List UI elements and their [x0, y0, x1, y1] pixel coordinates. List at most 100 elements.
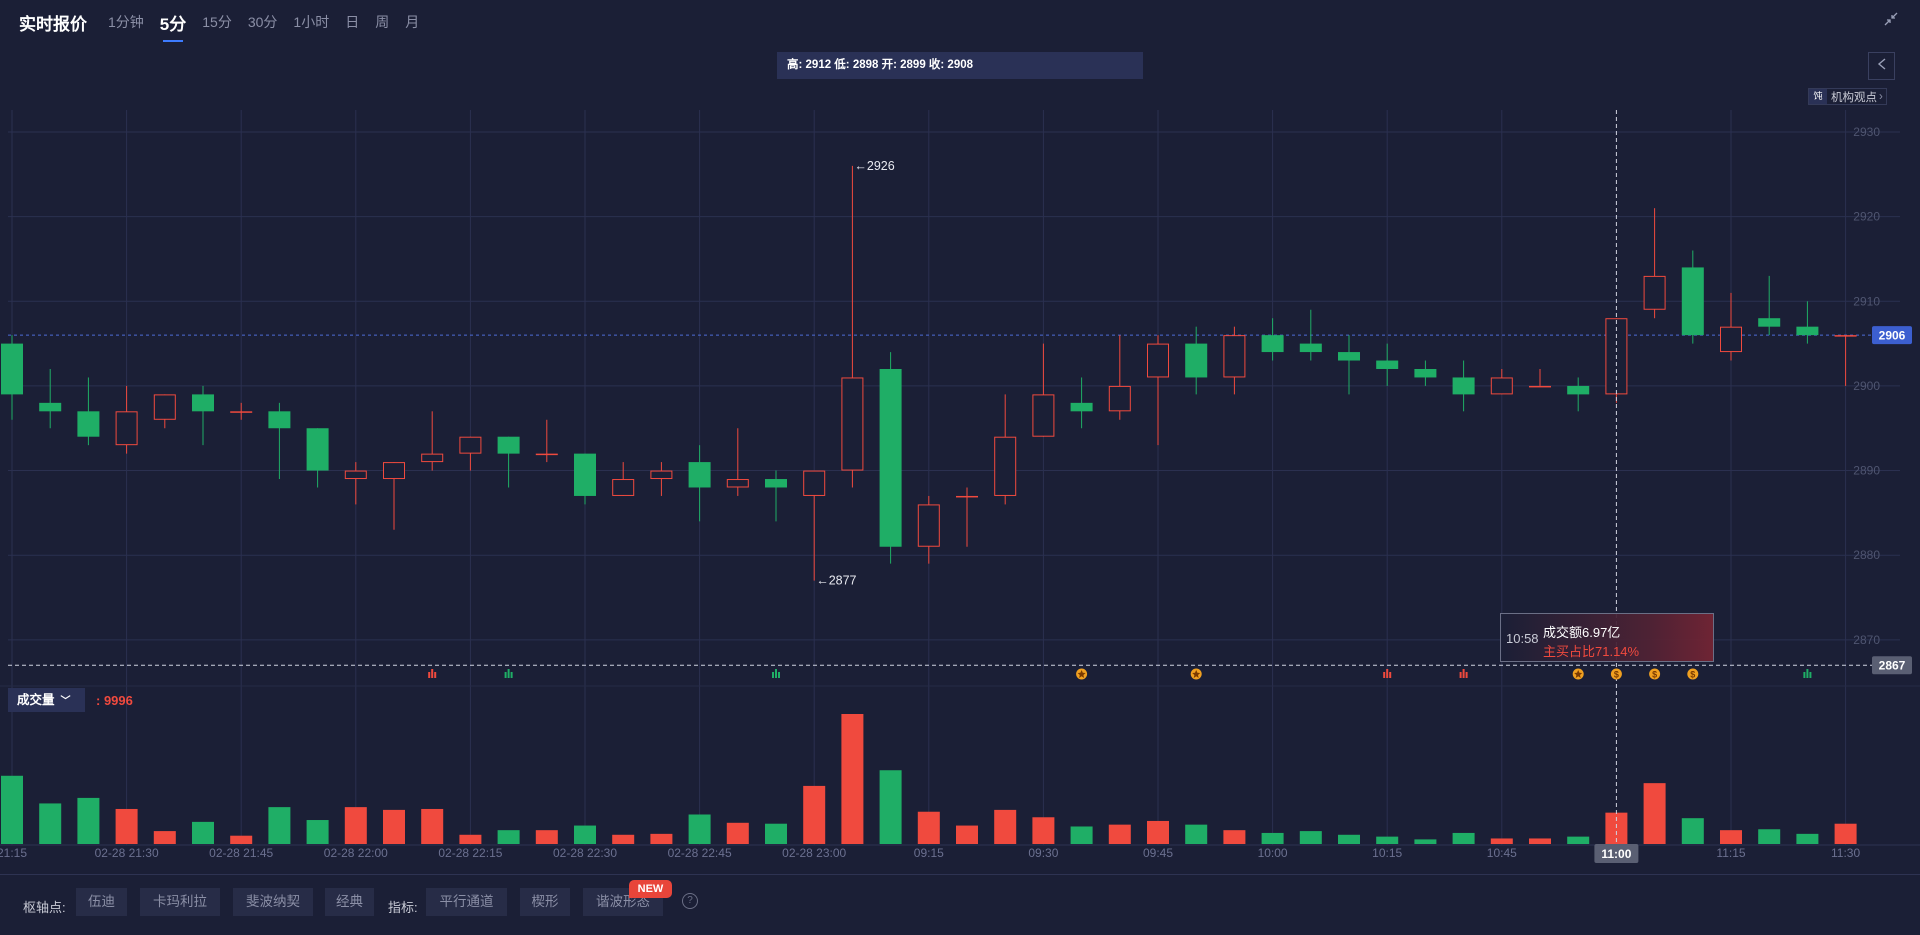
- volume-bar: [994, 809, 1017, 844]
- candle-body: [688, 462, 711, 488]
- volume-bar: [1529, 838, 1551, 844]
- pivot-woodie-button[interactable]: 伍迪: [76, 888, 127, 916]
- candle-body: [612, 479, 635, 496]
- time-tick-label: 11:15: [1716, 846, 1745, 860]
- candle-body: [574, 453, 596, 496]
- volume-bar: [1185, 824, 1208, 844]
- candle-body: [1376, 360, 1399, 369]
- volume-bar: [956, 825, 978, 844]
- volume-bar: [1261, 832, 1284, 844]
- tab-30min[interactable]: 30分: [247, 14, 278, 30]
- pivot-classic-button[interactable]: 经典: [325, 888, 374, 916]
- volume-bar: [1490, 838, 1513, 844]
- wedge-button[interactable]: 楔形: [520, 888, 570, 916]
- bearish-signal-icon: [1803, 672, 1806, 678]
- coin-event-icon: [1687, 668, 1699, 680]
- volume-value: : 9996: [96, 693, 133, 708]
- price-tick-label: 2910: [1853, 294, 1880, 308]
- volume-bar: [1070, 826, 1093, 844]
- current-price-tag: [1872, 326, 1912, 345]
- tab-week[interactable]: 周: [375, 14, 390, 30]
- candle-body: [115, 411, 138, 446]
- volume-bar: [688, 814, 711, 844]
- volume-bar: [115, 808, 138, 844]
- price-tick-label: 2880: [1853, 548, 1880, 562]
- volume-bar: [1681, 818, 1704, 844]
- volume-bar: [574, 825, 596, 844]
- institution-avatar: 饨: [1809, 89, 1827, 104]
- candle-body: [459, 436, 482, 454]
- time-tick-label: 02-28 21:45: [209, 846, 273, 860]
- price-tick-label: 2920: [1853, 210, 1880, 224]
- candle-body: [192, 394, 214, 412]
- pivot-label: 枢轴点:: [23, 900, 66, 915]
- time-tick-label: 02-28 21:30: [95, 846, 159, 860]
- volume-bar: [1, 775, 23, 844]
- time-tick-label: 10:45: [1487, 846, 1517, 860]
- bullish-signal-icon: [1386, 669, 1389, 678]
- bearish-signal-icon: [772, 672, 774, 678]
- crosshair-time-tag: [1594, 844, 1639, 863]
- volume-bar: [1299, 831, 1322, 844]
- volume-bar: [726, 822, 749, 844]
- volume-bar: [153, 831, 176, 844]
- pivot-camarilla-button[interactable]: 卡玛利拉: [140, 888, 220, 916]
- tab-1hour[interactable]: 1小时: [293, 14, 330, 30]
- volume-bar: [1720, 830, 1742, 844]
- star-glyph: [1192, 670, 1201, 678]
- candlestick-chart[interactable]: 2870 2880 2890 2900 2910 2920 2930 21:15 02-28 2…: [0, 0, 1920, 874]
- bullish-signal-icon: [431, 669, 434, 678]
- time-tick-label: 02-28 22:00: [324, 846, 388, 860]
- coin-glyph: $: [1690, 670, 1695, 680]
- help-icon[interactable]: ?: [682, 893, 698, 909]
- volume-bar: [1758, 829, 1781, 844]
- candle-body: [344, 470, 367, 480]
- candle-body: [726, 479, 749, 488]
- volume-bar: [650, 833, 673, 844]
- time-tick-label: 02-28 22:15: [438, 846, 502, 860]
- volume-bar: [1147, 820, 1169, 844]
- crosshair-price-label: 2867: [1879, 659, 1906, 673]
- volume-bar: [268, 807, 291, 844]
- candle-body: [268, 411, 291, 429]
- candle-body: [1, 343, 23, 395]
- bottom-toolbar: 枢轴点: 伍迪 卡玛利拉 斐波纳契 经典 指标: 平行通道 楔形 谐波形态 NE…: [0, 874, 1920, 935]
- volume-bar: [803, 785, 826, 844]
- tab-month[interactable]: 月: [405, 14, 420, 30]
- volume-bar: [1414, 839, 1437, 844]
- institution-view-tag[interactable]: 饨 机构观点 ›: [1808, 88, 1887, 105]
- tooltip-amount: 成交额6.97亿: [1543, 625, 1621, 640]
- bearish-signal-icon: [510, 672, 513, 678]
- candle-body: [1299, 343, 1322, 353]
- chevron-down-icon: ﹀: [60, 696, 71, 707]
- tab-5min[interactable]: 5分: [160, 10, 186, 42]
- volume-bar: [192, 821, 214, 844]
- volume-bar: [1452, 832, 1475, 844]
- candle-body: [1185, 343, 1208, 378]
- candle-body: [1643, 275, 1666, 310]
- coin-event-icon: [1610, 668, 1622, 680]
- collapse-icon[interactable]: [1882, 12, 1900, 30]
- back-button[interactable]: [1868, 52, 1895, 80]
- candle-body: [917, 504, 940, 547]
- candle-body: [1338, 352, 1360, 361]
- bullish-signal-icon: [1459, 672, 1462, 678]
- candle-body: [497, 436, 520, 454]
- volume-indicator-select[interactable]: 成交量 ﹀: [8, 688, 85, 712]
- candle-body: [230, 411, 253, 413]
- volume-bar: [841, 714, 864, 844]
- time-tick-label: 11:30: [1831, 846, 1860, 860]
- candle-body: [803, 470, 826, 496]
- coin-event-icon: [1649, 668, 1661, 680]
- pivot-fibonacci-button[interactable]: 斐波纳契: [233, 888, 313, 916]
- time-tick-label: 10:15: [1372, 846, 1402, 860]
- candle-body: [1720, 326, 1742, 353]
- coin-glyph: $: [1614, 670, 1619, 680]
- parallel-channel-button[interactable]: 平行通道: [426, 888, 507, 916]
- tab-day[interactable]: 日: [345, 14, 360, 30]
- tab-15min[interactable]: 15分: [202, 14, 232, 30]
- volume-bar: [39, 803, 62, 844]
- tab-1min[interactable]: 1分钟: [108, 14, 144, 30]
- bearish-signal-icon: [504, 672, 507, 678]
- volume-bar: [383, 809, 405, 844]
